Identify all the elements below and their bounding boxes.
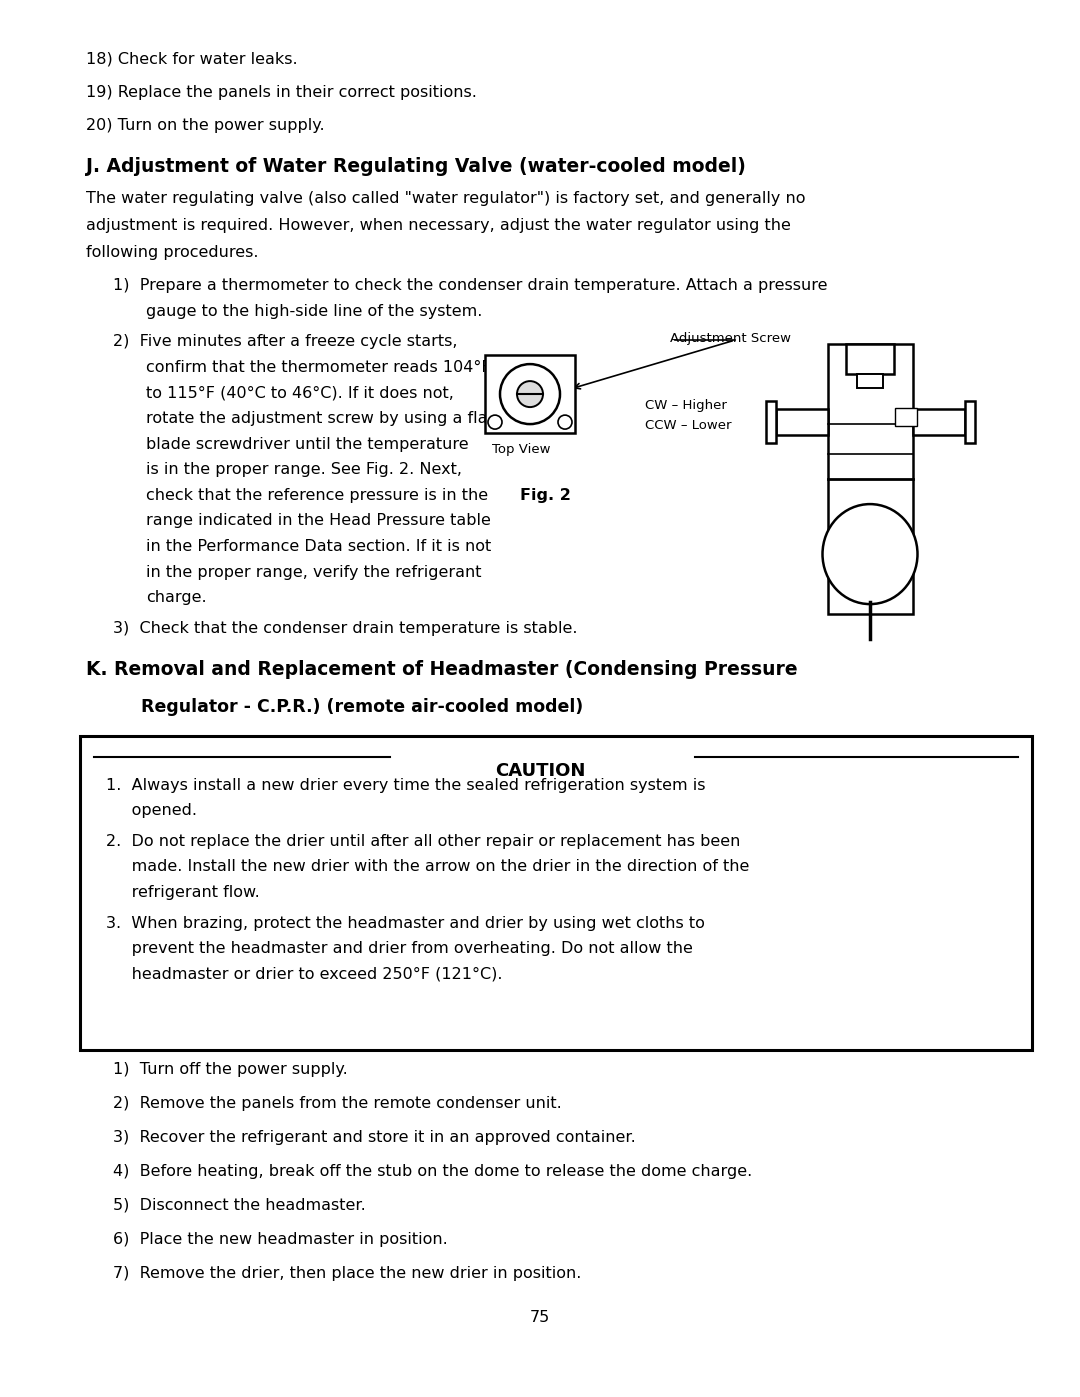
Text: 5)  Disconnect the headmaster.: 5) Disconnect the headmaster. <box>113 1197 366 1213</box>
Text: is in the proper range. See Fig. 2. Next,: is in the proper range. See Fig. 2. Next… <box>146 462 462 478</box>
Text: headmaster or drier to exceed 250°F (121°C).: headmaster or drier to exceed 250°F (121… <box>107 967 503 982</box>
Text: adjustment is required. However, when necessary, adjust the water regulator usin: adjustment is required. However, when ne… <box>86 218 792 233</box>
Text: rotate the adjustment screw by using a flat: rotate the adjustment screw by using a f… <box>146 411 494 426</box>
Bar <box>846 344 894 374</box>
Text: Fig. 2: Fig. 2 <box>519 488 571 503</box>
Text: in the proper range, verify the refrigerant: in the proper range, verify the refriger… <box>146 564 482 580</box>
Text: CW – Higher: CW – Higher <box>645 400 727 412</box>
Bar <box>80 735 1032 1049</box>
Circle shape <box>517 381 543 407</box>
Text: range indicated in the Head Pressure table: range indicated in the Head Pressure tab… <box>146 513 490 528</box>
Text: 1)  Prepare a thermometer to check the condenser drain temperature. Attach a pre: 1) Prepare a thermometer to check the co… <box>113 278 828 293</box>
Bar <box>775 409 827 434</box>
Text: check that the reference pressure is in the: check that the reference pressure is in … <box>146 488 488 503</box>
Text: to 115°F (40°C to 46°C). If it does not,: to 115°F (40°C to 46°C). If it does not, <box>146 386 454 401</box>
Text: 19) Replace the panels in their correct positions.: 19) Replace the panels in their correct … <box>86 85 477 101</box>
Text: 1)  Turn off the power supply.: 1) Turn off the power supply. <box>113 1062 348 1077</box>
Text: prevent the headmaster and drier from overheating. Do not allow the: prevent the headmaster and drier from ov… <box>107 942 693 956</box>
Text: 3)  Recover the refrigerant and store it in an approved container.: 3) Recover the refrigerant and store it … <box>113 1130 636 1144</box>
Text: 2)  Remove the panels from the remote condenser unit.: 2) Remove the panels from the remote con… <box>113 1095 563 1111</box>
Text: blade screwdriver until the temperature: blade screwdriver until the temperature <box>146 436 469 451</box>
Bar <box>894 408 917 426</box>
Text: Top View: Top View <box>492 443 551 455</box>
Ellipse shape <box>823 504 918 604</box>
Text: 1.  Always install a new drier every time the sealed refrigeration system is: 1. Always install a new drier every time… <box>107 778 706 792</box>
Text: 2.  Do not replace the drier until after all other repair or replacement has bee: 2. Do not replace the drier until after … <box>107 834 741 849</box>
Text: 75: 75 <box>530 1310 550 1326</box>
Text: 3.  When brazing, protect the headmaster and drier by using wet cloths to: 3. When brazing, protect the headmaster … <box>107 915 705 930</box>
Text: 2)  Five minutes after a freeze cycle starts,: 2) Five minutes after a freeze cycle sta… <box>113 334 458 349</box>
Circle shape <box>558 415 572 429</box>
Text: 7)  Remove the drier, then place the new drier in position.: 7) Remove the drier, then place the new … <box>113 1266 582 1281</box>
Bar <box>858 374 883 388</box>
Circle shape <box>488 415 502 429</box>
Text: confirm that the thermometer reads 104°F: confirm that the thermometer reads 104°F <box>146 359 490 374</box>
Bar <box>766 401 775 443</box>
Text: 18) Check for water leaks.: 18) Check for water leaks. <box>86 52 298 67</box>
Text: following procedures.: following procedures. <box>86 244 259 260</box>
Bar <box>913 409 964 434</box>
Text: 3)  Check that the condenser drain temperature is stable.: 3) Check that the condenser drain temper… <box>113 620 578 636</box>
Text: Regulator - C.P.R.) (remote air-cooled model): Regulator - C.P.R.) (remote air-cooled m… <box>141 697 583 715</box>
Text: 6)  Place the new headmaster in position.: 6) Place the new headmaster in position. <box>113 1232 448 1248</box>
Text: charge.: charge. <box>146 590 206 605</box>
Text: opened.: opened. <box>107 803 198 819</box>
Text: in the Performance Data section. If it is not: in the Performance Data section. If it i… <box>146 539 491 553</box>
Text: K. Removal and Replacement of Headmaster (Condensing Pressure: K. Removal and Replacement of Headmaster… <box>86 661 798 679</box>
Circle shape <box>500 365 561 425</box>
Text: refrigerant flow.: refrigerant flow. <box>107 884 260 900</box>
Bar <box>485 355 575 433</box>
Text: The water regulating valve (also called "water regulator") is factory set, and g: The water regulating valve (also called … <box>86 191 806 207</box>
Text: CCW – Lower: CCW – Lower <box>645 419 731 432</box>
Text: made. Install the new drier with the arrow on the drier in the direction of the: made. Install the new drier with the arr… <box>107 859 750 875</box>
Bar <box>827 344 913 615</box>
Bar <box>964 401 974 443</box>
Text: 4)  Before heating, break off the stub on the dome to release the dome charge.: 4) Before heating, break off the stub on… <box>113 1164 753 1179</box>
Text: gauge to the high-side line of the system.: gauge to the high-side line of the syste… <box>146 305 482 319</box>
Text: 20) Turn on the power supply.: 20) Turn on the power supply. <box>86 117 325 133</box>
Text: Adjustment Screw: Adjustment Screw <box>670 332 791 345</box>
Text: CAUTION: CAUTION <box>495 761 585 780</box>
Text: J. Adjustment of Water Regulating Valve (water-cooled model): J. Adjustment of Water Regulating Valve … <box>86 156 746 176</box>
